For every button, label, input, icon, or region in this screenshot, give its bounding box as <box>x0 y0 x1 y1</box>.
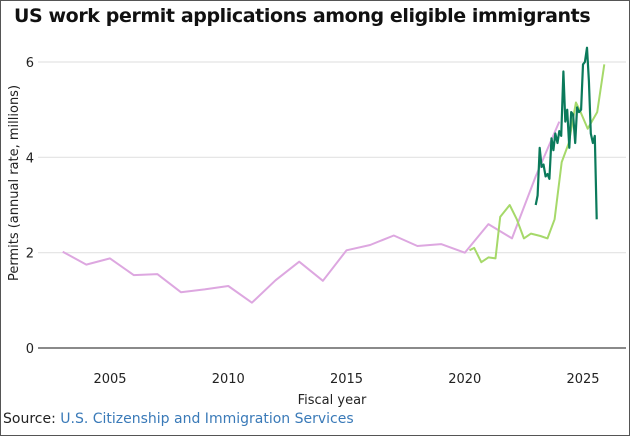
x-tick-label: 2020 <box>448 372 481 387</box>
y-tick-label: 2 <box>26 247 34 262</box>
series-line-quarterly <box>469 64 606 264</box>
x-axis-label: Fiscal year <box>298 393 367 408</box>
source-link[interactable]: U.S. Citizenship and Immigration Service… <box>60 411 354 427</box>
x-tick-label: 2025 <box>566 372 599 387</box>
series-line-monthly <box>534 46 598 220</box>
x-tick-label: 2005 <box>93 372 126 387</box>
series-lines <box>62 46 606 304</box>
y-axis-ticks: 0 2 4 6 <box>26 56 34 357</box>
y-tick-label: 4 <box>26 151 34 166</box>
source-note: Source: U.S. Citizenship and Immigration… <box>3 411 354 427</box>
y-tick-label: 0 <box>26 342 34 357</box>
series-line-annual <box>62 121 561 304</box>
gridlines <box>38 61 626 254</box>
source-prefix: Source: <box>3 411 61 427</box>
y-axis-label: Permits (annual rate, millions) <box>7 85 22 281</box>
x-tick-label: 2010 <box>212 372 245 387</box>
chart-title: US work permit applications among eligib… <box>14 5 591 27</box>
x-tick-label: 2015 <box>330 372 363 387</box>
x-axis-ticks: 2005 2010 2015 2020 2025 <box>93 372 599 387</box>
y-tick-label: 6 <box>26 56 34 71</box>
